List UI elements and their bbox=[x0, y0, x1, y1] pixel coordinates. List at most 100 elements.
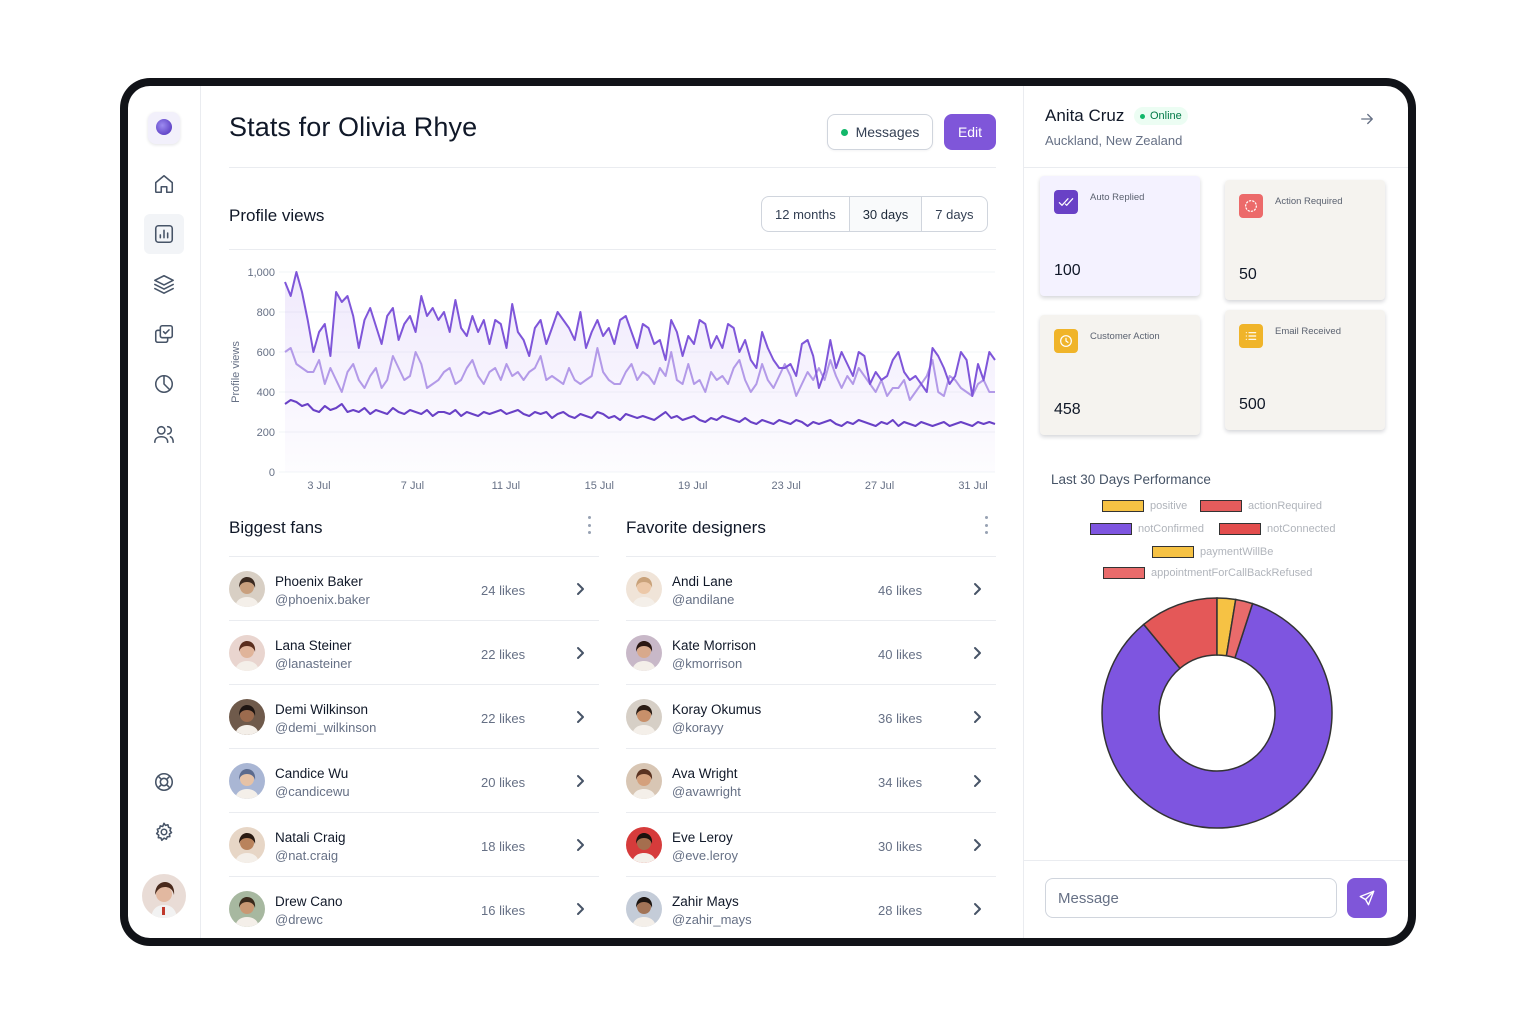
fan-handle: @demi_wilkinson bbox=[275, 720, 377, 735]
line-series-top bbox=[284, 271, 996, 397]
fan-handle: @drewc bbox=[275, 912, 323, 927]
edit-button[interactable]: Edit bbox=[944, 114, 996, 150]
range-12-months[interactable]: 12 months bbox=[762, 197, 850, 231]
x-tick-label: 15 Jul bbox=[585, 480, 614, 492]
page-title: Stats for Olivia Rhye bbox=[229, 112, 478, 142]
settings-icon[interactable] bbox=[144, 812, 184, 852]
favorite-designers-menu-icon[interactable] bbox=[981, 516, 991, 534]
designer-row[interactable]: Andi Lane @andilane 46 likes bbox=[626, 556, 996, 620]
auto-replied-card[interactable]: Auto Replied 100 bbox=[1040, 176, 1200, 296]
legend-action-required[interactable]: actionRequired bbox=[1200, 500, 1322, 512]
designer-name: Ava Wright bbox=[672, 766, 738, 781]
chevron-right-icon[interactable] bbox=[970, 646, 984, 660]
send-icon[interactable] bbox=[1347, 878, 1387, 918]
fan-row[interactable]: Lana Steiner @lanasteiner 22 likes bbox=[229, 620, 599, 684]
designer-row[interactable]: Eve Leroy @eve.leroy 30 likes bbox=[626, 812, 996, 876]
designer-row[interactable]: Koray Okumus @korayy 36 likes bbox=[626, 684, 996, 748]
contact-location: Auckland, New Zealand bbox=[1045, 133, 1183, 148]
range-7-days[interactable]: 7 days bbox=[935, 206, 974, 222]
avatar bbox=[626, 571, 662, 607]
biggest-fans-title: Biggest fans bbox=[229, 518, 323, 537]
x-tick-label: 19 Jul bbox=[678, 480, 707, 492]
designer-handle: @andilane bbox=[672, 592, 735, 607]
range-selector: 12 months 30 days 7 days bbox=[761, 196, 988, 232]
legend-label: paymentWillBe bbox=[1200, 546, 1274, 558]
help-icon[interactable] bbox=[144, 762, 184, 802]
legend-payment-will-be[interactable]: paymentWillBe bbox=[1152, 546, 1273, 558]
fan-row[interactable]: Drew Cano @drewc 16 likes bbox=[229, 876, 599, 938]
layers-icon[interactable] bbox=[144, 264, 184, 304]
fan-likes: 16 likes bbox=[481, 903, 526, 918]
chart-icon[interactable] bbox=[144, 214, 184, 254]
legend-positive[interactable]: positive bbox=[1102, 500, 1187, 512]
arrow-right-icon[interactable] bbox=[1358, 110, 1378, 130]
designer-handle: @korayy bbox=[672, 720, 724, 735]
fan-likes: 24 likes bbox=[481, 583, 526, 598]
designer-likes: 40 likes bbox=[878, 647, 923, 662]
donut-slice-appointmentForCallBackRefused[interactable] bbox=[1225, 598, 1254, 659]
legend-label: appointmentForCallBackRefused bbox=[1151, 567, 1313, 579]
designer-row[interactable]: Ava Wright @avawright 34 likes bbox=[626, 748, 996, 812]
users-icon[interactable] bbox=[144, 414, 184, 454]
fan-row[interactable]: Candice Wu @candicewu 20 likes bbox=[229, 748, 599, 812]
designer-likes: 36 likes bbox=[878, 711, 923, 726]
legend-swatch bbox=[1103, 567, 1145, 579]
legend-swatch bbox=[1090, 523, 1132, 535]
messages-button[interactable]: Messages bbox=[827, 114, 933, 150]
contact-name: Anita Cruz bbox=[1045, 106, 1125, 125]
range-30-days[interactable]: 30 days bbox=[849, 197, 923, 231]
fan-name: Phoenix Baker bbox=[275, 574, 363, 589]
biggest-fans-menu-icon[interactable] bbox=[584, 516, 594, 534]
chevron-right-icon[interactable] bbox=[573, 582, 587, 596]
fan-row[interactable]: Phoenix Baker @phoenix.baker 24 likes bbox=[229, 556, 599, 620]
line-series-mid bbox=[284, 347, 995, 401]
fan-name: Demi Wilkinson bbox=[275, 702, 369, 717]
designer-name: Koray Okumus bbox=[672, 702, 762, 717]
favorite-designers-title: Favorite designers bbox=[626, 518, 766, 537]
card-value: 50 bbox=[1239, 266, 1257, 283]
tasks-icon[interactable] bbox=[144, 314, 184, 354]
avatar bbox=[626, 763, 662, 799]
chevron-right-icon[interactable] bbox=[970, 710, 984, 724]
avatar bbox=[229, 571, 265, 607]
pie-chart-icon[interactable] bbox=[144, 364, 184, 404]
message-input[interactable]: Message bbox=[1045, 878, 1337, 918]
chevron-right-icon[interactable] bbox=[573, 710, 587, 724]
fan-row[interactable]: Demi Wilkinson @demi_wilkinson 22 likes bbox=[229, 684, 599, 748]
app-logo[interactable] bbox=[148, 112, 180, 144]
chevron-right-icon[interactable] bbox=[970, 838, 984, 852]
app-screen: Stats for Olivia Rhye Messages Edit Prof… bbox=[128, 86, 1408, 938]
designer-row[interactable]: Zahir Mays @zahir_mays 28 likes bbox=[626, 876, 996, 938]
legend-not-confirmed[interactable]: notConfirmed bbox=[1090, 523, 1204, 535]
chevron-right-icon[interactable] bbox=[573, 774, 587, 788]
chevron-right-icon[interactable] bbox=[970, 582, 984, 596]
avatar bbox=[229, 763, 265, 799]
designer-likes: 28 likes bbox=[878, 903, 923, 918]
fan-handle: @lanasteiner bbox=[275, 656, 352, 671]
avatar bbox=[229, 891, 265, 927]
legend-appointment-refused[interactable]: appointmentForCallBackRefused bbox=[1103, 567, 1312, 579]
fan-name: Lana Steiner bbox=[275, 638, 352, 653]
card-label: Auto Replied bbox=[1090, 192, 1145, 203]
x-tick-label: 11 Jul bbox=[492, 480, 521, 492]
header-divider bbox=[229, 167, 996, 168]
home-icon[interactable] bbox=[144, 164, 184, 204]
designer-row[interactable]: Kate Morrison @kmorrison 40 likes bbox=[626, 620, 996, 684]
legend-not-connected[interactable]: notConnected bbox=[1219, 523, 1336, 535]
fan-row[interactable]: Natali Craig @nat.craig 18 likes bbox=[229, 812, 599, 876]
chevron-right-icon[interactable] bbox=[573, 902, 587, 916]
designer-handle: @zahir_mays bbox=[672, 912, 752, 927]
customer-action-card[interactable]: Customer Action 458 bbox=[1040, 315, 1200, 435]
chevron-right-icon[interactable] bbox=[573, 646, 587, 660]
fan-likes: 18 likes bbox=[481, 839, 526, 854]
email-received-card[interactable]: Email Received 500 bbox=[1225, 310, 1385, 430]
donut-slice-notConfirmed[interactable] bbox=[1101, 602, 1333, 829]
y-tick-label: 800 bbox=[257, 307, 275, 319]
fan-name: Drew Cano bbox=[275, 894, 343, 909]
chevron-right-icon[interactable] bbox=[970, 902, 984, 916]
chevron-right-icon[interactable] bbox=[970, 774, 984, 788]
y-tick-label: 600 bbox=[257, 347, 275, 359]
action-required-card[interactable]: Action Required 50 bbox=[1225, 180, 1385, 300]
chevron-right-icon[interactable] bbox=[573, 838, 587, 852]
current-user-avatar[interactable] bbox=[142, 874, 186, 918]
